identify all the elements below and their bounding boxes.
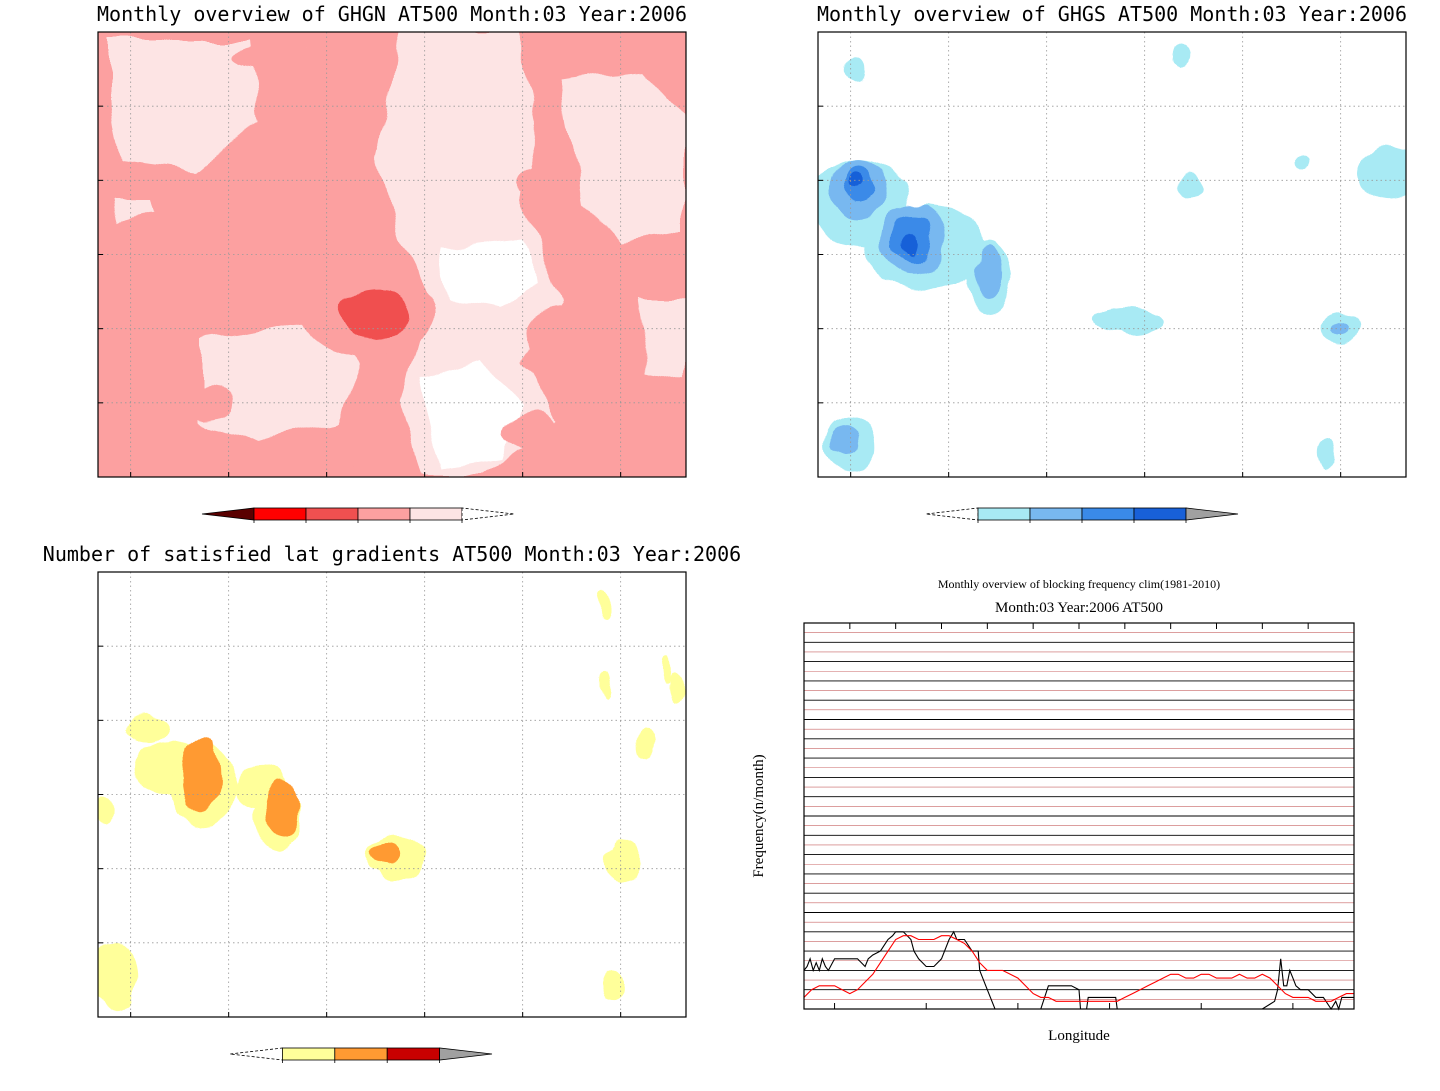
ghgn-title: Monthly overview of GHGN AT500 Month:03 … xyxy=(97,2,687,26)
field-region-8 xyxy=(602,971,626,1001)
colorbar-end-triangle xyxy=(439,1047,493,1061)
series-line-1 xyxy=(803,935,1354,1002)
field-region-14 xyxy=(661,653,672,681)
colorbar-end-triangle xyxy=(925,507,979,521)
field-region-11 xyxy=(1296,155,1310,170)
field-region-9 xyxy=(98,794,113,825)
ghgs-panel: Monthly overview of GHGS AT500 Month:03 … xyxy=(817,2,1407,523)
field-region-16 xyxy=(266,779,299,839)
field-region-8 xyxy=(182,388,229,418)
field-region-0 xyxy=(127,712,167,743)
ghgs-title: Monthly overview of GHGS AT500 Month:03 … xyxy=(817,2,1407,26)
field-region-11 xyxy=(599,669,610,697)
colorbar-bin-4 xyxy=(1133,507,1187,521)
field-region-2 xyxy=(282,195,355,240)
lat-gradients-title: Number of satisfied lat gradients AT500 … xyxy=(43,542,741,566)
field-region-7 xyxy=(98,942,138,1009)
colorbar-bin-4 xyxy=(409,507,463,521)
colorbar-end-triangle xyxy=(1185,507,1239,521)
blocking-frequency-panel: Monthly overview of blocking frequency c… xyxy=(751,577,1355,1044)
field-region-6 xyxy=(602,839,642,884)
field-region-17 xyxy=(370,843,401,865)
colorbar-bin-1 xyxy=(281,1047,336,1061)
field-region-6 xyxy=(1357,146,1406,200)
colorbar-bin-3 xyxy=(357,507,411,521)
colorbar-end-triangle xyxy=(461,507,515,521)
field-region-13 xyxy=(668,669,685,700)
field-region-6 xyxy=(501,407,561,452)
field-region-19 xyxy=(847,171,864,190)
field-region-1 xyxy=(98,212,262,267)
colorbar-bin-2 xyxy=(1029,507,1083,521)
field-region-3 xyxy=(231,43,324,71)
field-region-10 xyxy=(597,589,611,620)
field-region-9 xyxy=(845,57,866,81)
blocking-title: Monthly overview of blocking frequency c… xyxy=(938,577,1220,591)
field-region-7 xyxy=(339,405,412,477)
field-region-20 xyxy=(902,233,920,258)
colorbar-bin-1 xyxy=(977,507,1031,521)
field-region-9 xyxy=(339,290,412,338)
ghgn-panel: Monthly overview of GHGN AT500 Month:03 … xyxy=(97,2,687,523)
field-region-7 xyxy=(1175,174,1202,199)
field-region-15 xyxy=(831,425,861,455)
colorbar-end-triangle xyxy=(201,507,255,521)
field-region-15 xyxy=(181,738,221,816)
series-line-0 xyxy=(803,930,1354,1011)
blocking-x-axis-label: Longitude xyxy=(1048,1028,1110,1044)
field-region-12 xyxy=(638,727,655,758)
field-region-4 xyxy=(1092,307,1165,335)
field-region-4 xyxy=(514,169,548,197)
colorbar-end-triangle xyxy=(229,1047,283,1061)
field-region-14 xyxy=(976,242,1003,302)
colorbar-bin-1 xyxy=(253,507,307,521)
field-region-10 xyxy=(1317,435,1338,472)
field-region-5 xyxy=(527,303,600,369)
colorbar-bin-3 xyxy=(1081,507,1135,521)
colorbar-bin-2 xyxy=(334,1047,388,1061)
blocking-y-axis-label: Frequency(n/month) xyxy=(751,754,767,877)
lat-gradients-panel: Number of satisfied lat gradients AT500 … xyxy=(43,542,741,1063)
field-region-8 xyxy=(1172,48,1189,67)
colorbar-bin-3 xyxy=(386,1047,441,1061)
colorbar-bin-2 xyxy=(305,507,359,521)
blocking-subtitle: Month:03 Year:2006 AT500 xyxy=(995,600,1163,616)
